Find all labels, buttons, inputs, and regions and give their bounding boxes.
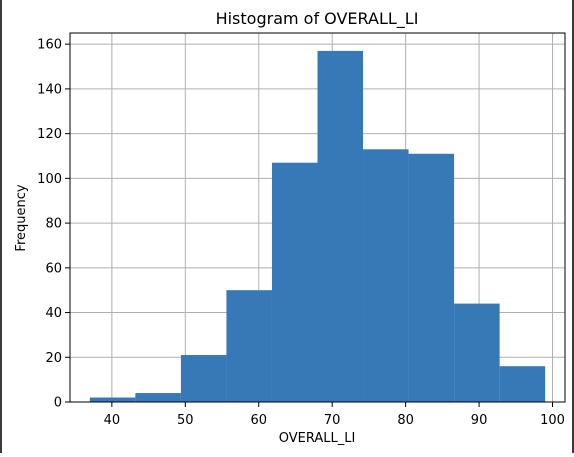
x-tick-label: 60 <box>250 413 267 428</box>
y-tick-label: 160 <box>37 38 62 53</box>
x-tick-label: 40 <box>104 413 121 428</box>
x-tick-label: 50 <box>177 413 194 428</box>
histogram-bar <box>499 366 546 402</box>
histogram-bar <box>271 162 318 402</box>
x-tick-label: 90 <box>471 413 488 428</box>
histogram-bar <box>408 153 455 402</box>
y-axis-ticks: 0 20 40 60 80 100 120 140 160 <box>37 38 70 411</box>
histogram-bar <box>135 393 181 402</box>
chart-title: Histogram of OVERALL_LI <box>216 9 419 29</box>
y-tick-label: 100 <box>37 172 62 187</box>
histogram-bar <box>454 303 500 402</box>
y-tick-label: 120 <box>37 127 62 142</box>
y-tick-label: 140 <box>37 82 62 97</box>
y-tick-label: 0 <box>54 396 62 411</box>
y-axis-label: Frequency <box>14 184 29 251</box>
x-tick-label: 80 <box>397 413 414 428</box>
histogram-bar <box>226 290 272 402</box>
axes-frame <box>69 32 566 403</box>
x-axis-label: OVERALL_LI <box>279 431 356 446</box>
x-axis-ticks: 40 50 60 70 80 90 100 <box>104 402 565 428</box>
histogram-bar <box>180 355 227 402</box>
x-tick-label: 70 <box>324 413 341 428</box>
y-tick-label: 40 <box>45 306 62 321</box>
y-tick-label: 60 <box>45 261 62 276</box>
histogram-bar <box>363 149 409 402</box>
x-tick-label: 100 <box>540 413 565 428</box>
bars <box>89 50 546 403</box>
y-tick-label: 80 <box>45 217 62 232</box>
histogram-bar <box>89 397 136 402</box>
histogram-bar <box>317 50 364 403</box>
y-tick-label: 20 <box>45 351 62 366</box>
